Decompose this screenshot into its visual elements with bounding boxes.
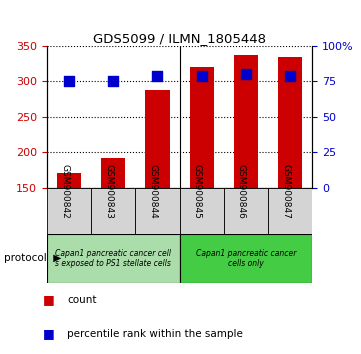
Bar <box>180 188 224 234</box>
Text: GSM900842: GSM900842 <box>60 164 69 219</box>
Text: GSM900843: GSM900843 <box>104 164 113 219</box>
Bar <box>47 188 91 234</box>
Bar <box>57 173 81 188</box>
Bar <box>145 90 170 188</box>
Point <box>155 73 160 79</box>
Point <box>110 79 116 84</box>
Text: GSM900846: GSM900846 <box>237 164 246 219</box>
Point <box>287 73 293 79</box>
Point <box>199 73 205 79</box>
Text: ■: ■ <box>43 293 54 307</box>
Bar <box>190 67 214 188</box>
Text: count: count <box>67 295 96 305</box>
Text: Capan1 pancreatic cancer
cells only: Capan1 pancreatic cancer cells only <box>196 249 296 268</box>
Text: percentile rank within the sample: percentile rank within the sample <box>67 329 243 339</box>
Bar <box>224 188 268 234</box>
Text: GSM900844: GSM900844 <box>148 164 157 219</box>
Text: Capan1 pancreatic cancer cell
s exposed to PS1 stellate cells: Capan1 pancreatic cancer cell s exposed … <box>55 249 171 268</box>
Bar <box>278 57 302 188</box>
Bar <box>101 158 125 188</box>
Bar <box>135 188 180 234</box>
Bar <box>47 234 180 283</box>
Text: GSM900845: GSM900845 <box>193 164 202 219</box>
Bar <box>234 55 258 188</box>
Title: GDS5099 / ILMN_1805448: GDS5099 / ILMN_1805448 <box>93 32 266 45</box>
Bar <box>180 234 312 283</box>
Text: GSM900847: GSM900847 <box>281 164 290 219</box>
Point <box>66 79 72 84</box>
Point <box>243 72 249 77</box>
Text: protocol  ▶: protocol ▶ <box>4 253 61 263</box>
Bar <box>91 188 135 234</box>
Text: ■: ■ <box>43 327 54 340</box>
Bar <box>268 188 312 234</box>
